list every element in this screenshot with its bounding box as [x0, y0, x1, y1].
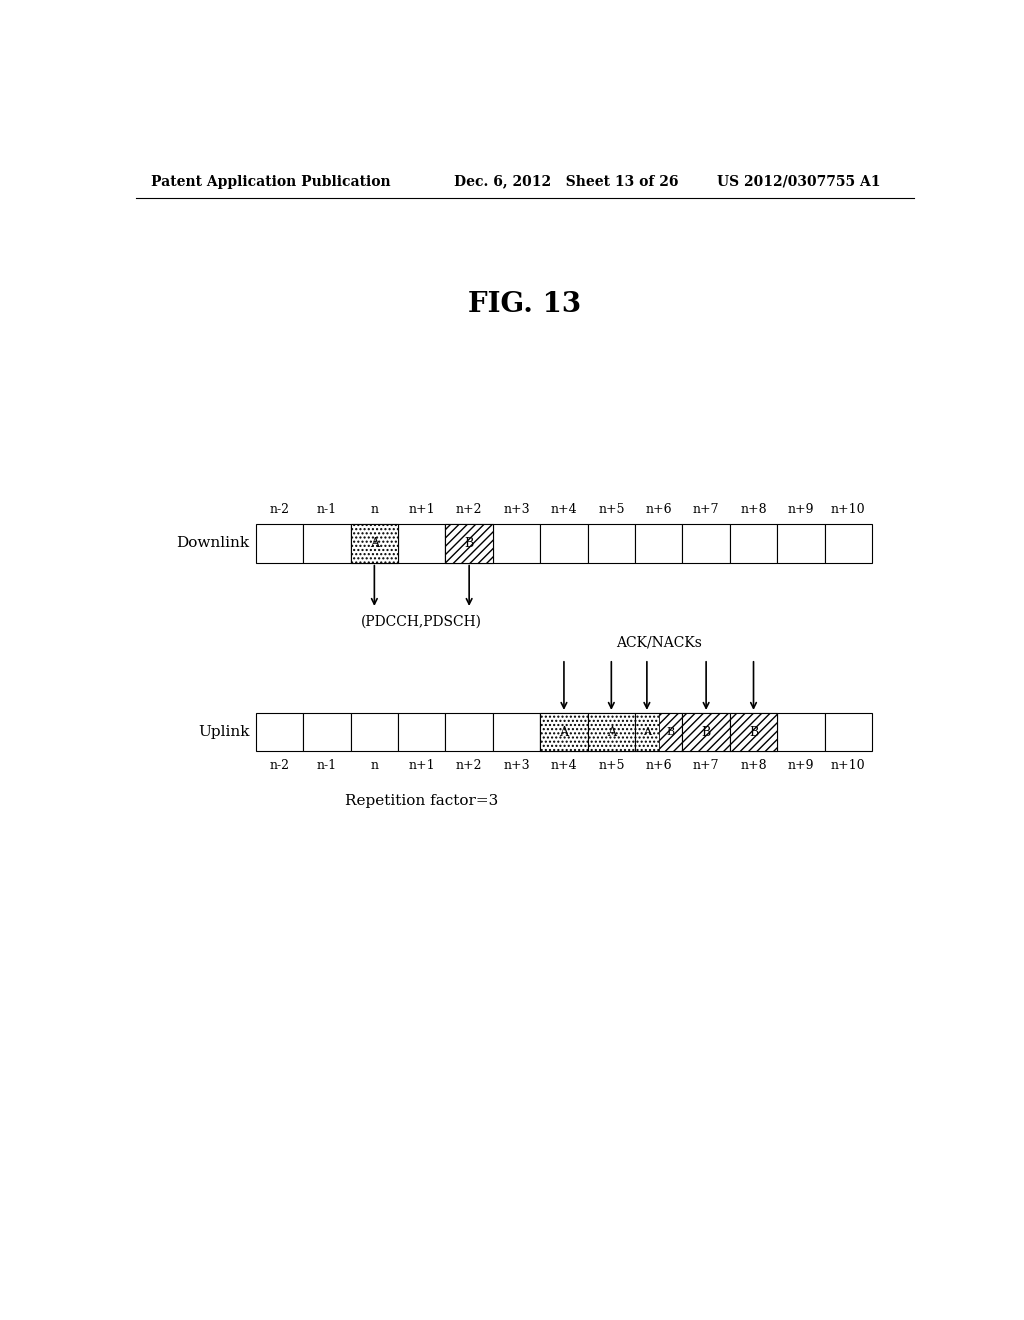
Bar	[493, 524, 541, 562]
Text: n-1: n-1	[316, 759, 337, 772]
Text: B: B	[465, 537, 474, 550]
Text: n+6: n+6	[645, 503, 672, 516]
Bar	[682, 713, 730, 751]
Bar	[350, 713, 398, 751]
Bar	[777, 713, 824, 751]
Text: n+10: n+10	[831, 759, 865, 772]
Bar	[541, 713, 588, 751]
Text: n+6: n+6	[645, 759, 672, 772]
Text: n+10: n+10	[831, 503, 865, 516]
Text: B: B	[749, 726, 758, 739]
Bar	[303, 524, 350, 562]
Text: n+2: n+2	[456, 503, 482, 516]
Bar	[350, 524, 398, 562]
Text: FIG. 13: FIG. 13	[468, 292, 582, 318]
Bar	[445, 524, 493, 562]
Text: n+8: n+8	[740, 759, 767, 772]
Bar	[730, 713, 777, 751]
Text: n+1: n+1	[409, 503, 435, 516]
Text: n-1: n-1	[316, 503, 337, 516]
Bar	[658, 713, 682, 751]
Text: n: n	[371, 759, 378, 772]
Bar	[398, 524, 445, 562]
Text: Dec. 6, 2012   Sheet 13 of 26: Dec. 6, 2012 Sheet 13 of 26	[454, 174, 678, 189]
Bar	[682, 713, 730, 751]
Bar	[588, 713, 635, 751]
Bar	[777, 524, 824, 562]
Text: n+1: n+1	[409, 759, 435, 772]
Text: n+3: n+3	[503, 759, 529, 772]
Text: (PDCCH,PDSCH): (PDCCH,PDSCH)	[361, 615, 482, 630]
Bar	[824, 524, 872, 562]
Text: n+5: n+5	[598, 503, 625, 516]
Bar	[635, 713, 682, 751]
Bar	[730, 524, 777, 562]
Text: Uplink: Uplink	[199, 725, 250, 739]
Text: n+5: n+5	[598, 759, 625, 772]
Bar	[445, 713, 493, 751]
Text: n+7: n+7	[693, 503, 720, 516]
Text: Repetition factor=3: Repetition factor=3	[345, 793, 499, 808]
Bar	[635, 713, 682, 751]
Text: n: n	[371, 503, 378, 516]
Text: A: A	[607, 726, 615, 739]
Bar	[445, 524, 493, 562]
Bar	[398, 713, 445, 751]
Bar	[303, 713, 350, 751]
Text: B: B	[701, 726, 711, 739]
Bar	[493, 713, 541, 751]
Text: n-2: n-2	[269, 503, 290, 516]
Bar	[588, 713, 635, 751]
Text: n+9: n+9	[787, 503, 814, 516]
Text: A: A	[643, 727, 651, 737]
Bar	[256, 713, 303, 751]
Text: A: A	[370, 537, 379, 550]
Bar	[256, 524, 303, 562]
Text: A: A	[559, 726, 568, 739]
Text: n+3: n+3	[503, 503, 529, 516]
Text: ACK/NACKs: ACK/NACKs	[615, 636, 701, 649]
Bar	[824, 713, 872, 751]
Text: B: B	[667, 727, 675, 737]
Bar	[541, 713, 588, 751]
Text: Patent Application Publication: Patent Application Publication	[152, 174, 391, 189]
Text: US 2012/0307755 A1: US 2012/0307755 A1	[717, 174, 881, 189]
Bar	[635, 524, 682, 562]
Text: n+4: n+4	[551, 759, 578, 772]
Text: n+2: n+2	[456, 759, 482, 772]
Bar	[350, 524, 398, 562]
Text: n+9: n+9	[787, 759, 814, 772]
Text: n-2: n-2	[269, 759, 290, 772]
Text: n+7: n+7	[693, 759, 720, 772]
Bar	[541, 524, 588, 562]
Text: Downlink: Downlink	[176, 536, 250, 550]
Bar	[682, 524, 730, 562]
Bar	[730, 713, 777, 751]
Text: n+8: n+8	[740, 503, 767, 516]
Bar	[588, 524, 635, 562]
Bar	[635, 713, 658, 751]
Text: n+4: n+4	[551, 503, 578, 516]
